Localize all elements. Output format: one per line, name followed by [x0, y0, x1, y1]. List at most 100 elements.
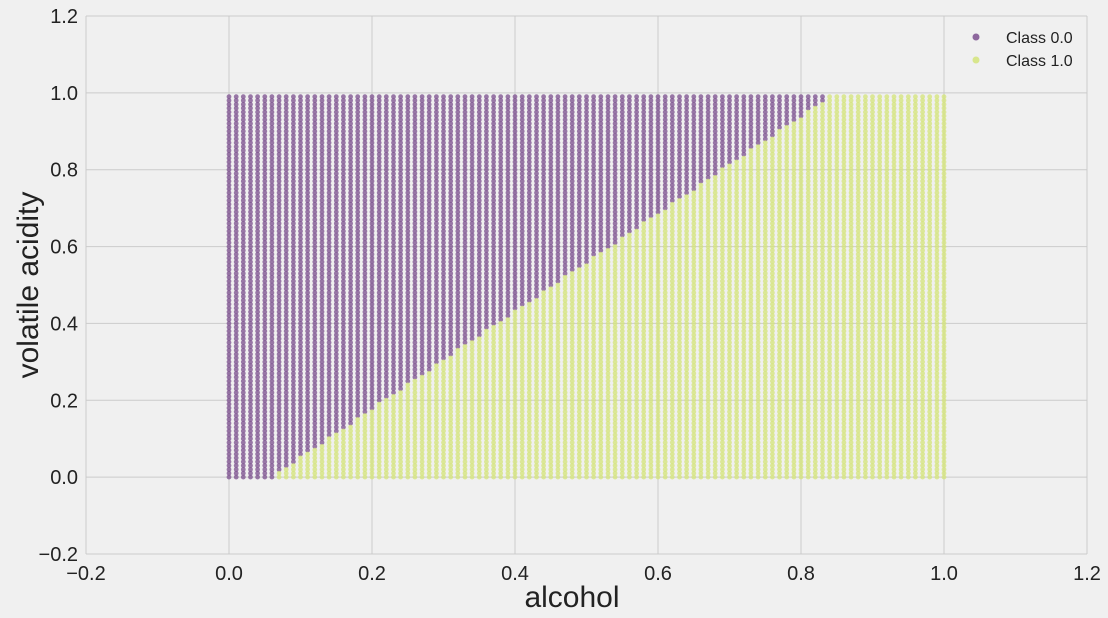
point-class-0	[291, 298, 296, 303]
point-class-0	[312, 205, 318, 211]
point-class-0	[269, 309, 275, 315]
point-class-0	[291, 248, 296, 253]
point-class-0	[691, 94, 697, 100]
point-class-0	[698, 94, 704, 100]
point-class-0	[298, 113, 303, 119]
point-class-0	[362, 301, 368, 307]
point-class-0	[333, 182, 339, 188]
point-class-0	[276, 125, 282, 130]
point-class-0	[276, 240, 282, 246]
point-class-0	[283, 251, 289, 257]
point-class-0	[319, 178, 325, 184]
point-class-0	[248, 378, 253, 384]
point-class-0	[348, 359, 353, 365]
point-class-0	[305, 201, 310, 207]
point-class-0	[233, 140, 239, 146]
point-class-0	[283, 175, 289, 180]
point-class-0	[269, 267, 275, 272]
point-class-0	[305, 328, 310, 334]
point-class-0	[355, 401, 361, 407]
point-class-0	[262, 228, 268, 234]
point-class-0	[333, 213, 339, 219]
point-class-0	[269, 336, 275, 342]
point-class-0	[627, 94, 632, 100]
point-class-0	[333, 125, 339, 130]
point-class-0	[312, 155, 318, 161]
point-class-0	[312, 244, 318, 250]
point-class-0	[269, 201, 275, 207]
point-class-0	[283, 113, 289, 119]
point-class-0	[262, 221, 268, 226]
point-class-0	[319, 190, 325, 196]
point-class-0	[312, 232, 318, 238]
point-class-0	[226, 321, 232, 326]
point-class-0	[276, 148, 282, 153]
point-class-0	[341, 136, 346, 142]
point-class-0	[226, 251, 232, 257]
point-class-0	[348, 274, 353, 280]
point-class-0	[248, 236, 253, 242]
point-class-0	[305, 213, 310, 219]
point-class-0	[283, 417, 289, 422]
point-class-0	[298, 163, 303, 169]
point-class-0	[369, 282, 375, 288]
point-class-0	[269, 432, 275, 438]
point-class-0	[298, 394, 303, 399]
point-class-0	[305, 136, 310, 142]
point-class-0	[283, 328, 289, 334]
point-class-0	[283, 336, 289, 342]
point-class-0	[283, 255, 289, 261]
point-class-0	[283, 459, 289, 465]
point-class-0	[226, 194, 232, 200]
point-class-0	[248, 102, 253, 107]
point-class-0	[312, 382, 318, 388]
point-class-0	[369, 105, 375, 111]
point-class-0	[269, 424, 275, 430]
point-class-0	[305, 125, 310, 130]
point-class-0	[312, 305, 318, 311]
point-class-0	[369, 175, 375, 180]
point-class-0	[226, 340, 232, 345]
point-class-0	[240, 451, 246, 457]
point-class-0	[576, 94, 582, 100]
point-class-0	[255, 232, 260, 238]
point-class-0	[262, 309, 268, 315]
point-class-0	[333, 374, 339, 380]
point-class-0	[262, 305, 268, 311]
point-class-0	[298, 240, 303, 246]
point-class-0	[298, 94, 303, 100]
point-class-0	[262, 451, 268, 457]
point-class-0	[319, 417, 325, 422]
point-class-0	[355, 278, 361, 284]
point-class-0	[369, 328, 375, 334]
point-class-0	[262, 382, 268, 388]
point-class-0	[233, 113, 239, 119]
point-class-0	[519, 94, 525, 100]
point-class-0	[269, 232, 275, 238]
point-class-0	[298, 232, 303, 238]
point-class-0	[341, 232, 346, 238]
point-class-0	[355, 336, 361, 342]
point-class-0	[233, 290, 239, 296]
point-class-0	[348, 205, 353, 211]
point-class-0	[248, 198, 253, 203]
point-class-0	[305, 428, 310, 434]
point-class-0	[226, 267, 232, 272]
point-class-0	[240, 401, 246, 407]
point-class-0	[376, 271, 382, 276]
point-class-0	[255, 94, 260, 100]
point-class-0	[355, 351, 361, 357]
point-class-0	[291, 397, 296, 403]
point-class-0	[269, 251, 275, 257]
point-class-0	[283, 201, 289, 207]
point-class-0	[319, 140, 325, 146]
point-class-0	[291, 332, 296, 338]
point-class-0	[305, 186, 310, 192]
point-class-0	[276, 436, 282, 442]
point-class-0	[255, 371, 260, 376]
point-class-0	[348, 278, 353, 284]
point-class-0	[276, 336, 282, 342]
point-class-0	[312, 386, 318, 392]
point-class-0	[362, 128, 368, 134]
point-class-0	[298, 328, 303, 334]
